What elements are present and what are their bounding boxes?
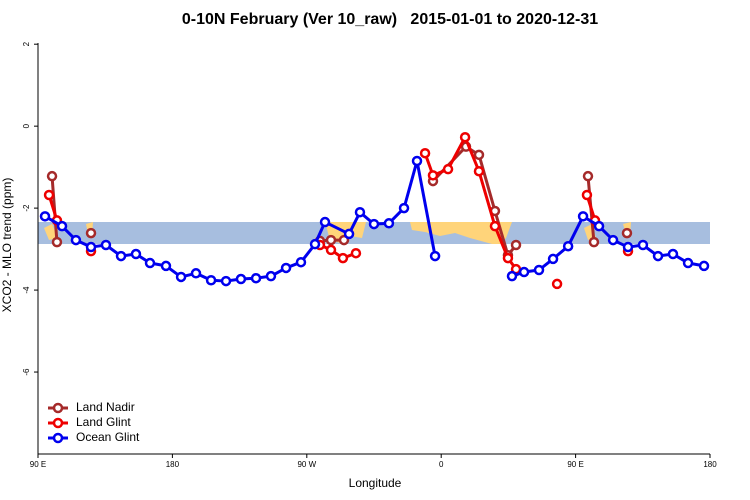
point <box>325 244 337 256</box>
point <box>562 240 574 252</box>
point <box>459 131 471 143</box>
point <box>518 266 530 278</box>
ocean-band <box>38 222 710 244</box>
point <box>429 250 441 262</box>
point <box>350 247 362 259</box>
legend-marker <box>52 417 64 429</box>
point <box>343 228 355 240</box>
point <box>43 189 55 201</box>
point <box>295 256 307 268</box>
point <box>551 278 563 290</box>
point <box>190 268 202 279</box>
y-tick-label: 2 <box>22 41 31 46</box>
legend-label: Ocean Glint <box>76 430 140 444</box>
point <box>473 165 485 177</box>
point <box>698 260 710 272</box>
point <box>622 241 634 253</box>
point <box>115 250 127 262</box>
point <box>489 220 501 232</box>
point <box>280 262 292 274</box>
point <box>442 163 454 175</box>
y-axis-label: XCO2 - MLO trend (ppm) <box>0 178 14 313</box>
point <box>383 218 395 229</box>
point <box>220 275 232 287</box>
point <box>85 227 97 239</box>
land-ocean-strip <box>38 222 710 244</box>
point <box>621 227 633 239</box>
legend-label: Land Nadir <box>76 400 135 414</box>
land-patch <box>410 222 512 244</box>
chart-title: 0-10N February (Ver 10_raw) 2015-01-01 t… <box>182 11 598 28</box>
point <box>100 239 112 251</box>
point <box>130 248 142 260</box>
x-tick-label: 90 E <box>30 460 46 469</box>
y-tick-label: -6 <box>22 368 31 376</box>
point <box>506 270 518 282</box>
x-tick-label: 90 W <box>297 460 316 469</box>
point <box>39 211 51 222</box>
land-patch <box>44 224 58 240</box>
point <box>588 236 600 248</box>
point <box>577 211 589 222</box>
point <box>51 236 63 248</box>
point <box>160 260 172 272</box>
point <box>581 189 593 201</box>
point <box>70 234 82 246</box>
point <box>682 257 694 269</box>
land-patch <box>584 224 596 240</box>
point <box>667 248 679 260</box>
x-tick-label: 180 <box>166 460 180 469</box>
x-tick-label: 0 <box>439 460 444 469</box>
point <box>85 241 97 253</box>
point <box>547 253 559 265</box>
y-tick-label: -4 <box>22 286 31 294</box>
point <box>46 170 58 182</box>
point <box>56 220 68 232</box>
point <box>354 206 366 218</box>
point <box>489 205 501 217</box>
point <box>205 274 217 286</box>
point <box>652 250 664 262</box>
point <box>533 264 545 276</box>
point <box>337 252 349 264</box>
y-tick-label: -2 <box>22 204 31 212</box>
point <box>510 239 522 251</box>
x-tick-label: 180 <box>703 460 717 469</box>
point <box>607 234 619 246</box>
point <box>325 234 337 246</box>
point <box>175 271 187 283</box>
point <box>419 147 431 159</box>
point <box>265 270 277 282</box>
x-axis-label: Longitude <box>349 476 402 490</box>
point <box>637 239 649 251</box>
point <box>368 218 380 230</box>
point <box>309 238 321 250</box>
point <box>319 216 331 228</box>
point <box>593 220 605 232</box>
point <box>144 257 156 269</box>
y-tick-label: 0 <box>22 123 31 128</box>
legend-label: Land Glint <box>76 415 131 429</box>
point <box>582 170 594 182</box>
point <box>250 272 262 284</box>
legend-marker <box>52 432 64 444</box>
legend-marker <box>52 402 64 414</box>
point <box>235 273 247 285</box>
x-tick-label: 90 E <box>567 460 583 469</box>
point <box>411 155 423 167</box>
point <box>427 170 439 181</box>
point <box>398 202 410 214</box>
point <box>502 252 514 264</box>
point <box>473 149 485 161</box>
